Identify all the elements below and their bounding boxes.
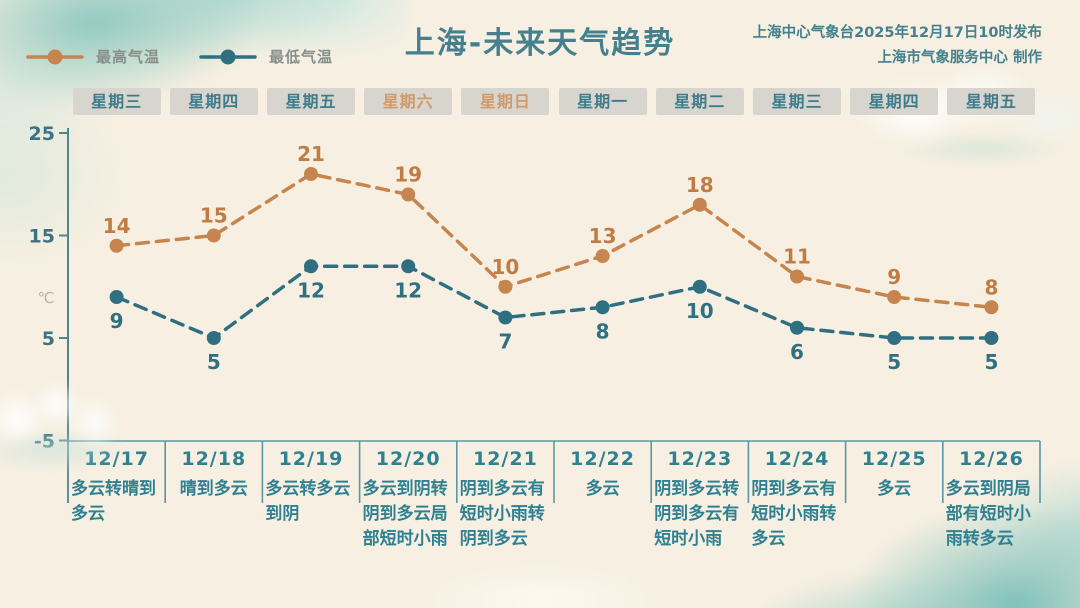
high-temp-point bbox=[984, 300, 999, 315]
high-temp-point bbox=[887, 290, 902, 304]
chart-legend: 最高气温 最低气温 bbox=[25, 46, 333, 67]
high-temp-value-label: 9 bbox=[887, 265, 901, 289]
high-temp-value-label: 14 bbox=[103, 214, 131, 238]
date-label: 12/26 bbox=[958, 448, 1024, 470]
date-label: 12/17 bbox=[84, 448, 149, 470]
low-temp-line bbox=[114, 264, 994, 340]
legend-label-high-temp: 最高气温 bbox=[96, 48, 161, 66]
weekday-header: 星期四 bbox=[850, 88, 939, 115]
high-temp-value-label: 8 bbox=[984, 275, 998, 299]
weekday-header: 星期日 bbox=[461, 88, 550, 115]
legend-item-low-temp: 最低气温 bbox=[198, 46, 333, 67]
weather-description: 多云到阴转阴到多云局部短时小雨 bbox=[362, 479, 448, 549]
weather-description: 多云转多云到阴 bbox=[265, 479, 351, 524]
date-label: 12/18 bbox=[181, 448, 247, 470]
low-temp-point bbox=[109, 290, 124, 304]
low-temp-point bbox=[887, 331, 902, 345]
high-temp-value-label: 15 bbox=[200, 204, 228, 228]
date-label: 12/19 bbox=[278, 448, 344, 470]
low-temp-point bbox=[790, 320, 804, 335]
weekday-header: 星期四 bbox=[169, 88, 258, 115]
high-temp-point bbox=[790, 269, 804, 284]
high-temp-value-label: 13 bbox=[589, 224, 617, 248]
weekday-header: 星期三 bbox=[72, 88, 161, 115]
low-temp-value-label: 6 bbox=[790, 340, 804, 364]
weather-description: 晴到多云 bbox=[179, 479, 248, 499]
legend-label-low-temp: 最低气温 bbox=[269, 48, 334, 66]
high-temp-point bbox=[109, 238, 124, 253]
weekday-header: 星期三 bbox=[753, 88, 841, 115]
high-temp-value-label: 18 bbox=[686, 173, 714, 197]
weather-description: 阴到多云有短时小雨转阴到多云 bbox=[459, 479, 545, 549]
low-temp-value-label: 5 bbox=[887, 350, 901, 374]
low-temp-point bbox=[692, 279, 707, 294]
high-temp-value-label: 10 bbox=[491, 255, 519, 279]
low-temp-value-label: 7 bbox=[498, 330, 512, 354]
weather-description: 阴到多云有短时小雨转多云 bbox=[751, 479, 837, 549]
high-temp-value-label: 11 bbox=[783, 245, 811, 269]
weekday-header: 星期六 bbox=[364, 88, 453, 115]
weather-description: 多云 bbox=[877, 479, 912, 499]
publisher-line1: 上海中心气象台2025年12月17日10时发布 bbox=[752, 25, 1042, 41]
high-temp-point bbox=[498, 279, 513, 294]
low-temp-point bbox=[206, 331, 221, 345]
weather-description: 多云 bbox=[585, 479, 620, 499]
high-temp-point bbox=[206, 228, 221, 243]
low-temp-point bbox=[304, 259, 318, 274]
low-temp-value-label: 12 bbox=[394, 278, 422, 302]
high-temp-point bbox=[595, 249, 610, 263]
y-tick-label: 5 bbox=[42, 328, 55, 350]
high-temp-point bbox=[401, 187, 416, 202]
date-label: 12/20 bbox=[375, 448, 441, 470]
low-temp-value-label: 8 bbox=[596, 319, 610, 343]
low-temp-line-dot-icon bbox=[199, 49, 257, 64]
low-temp-value-label: 5 bbox=[207, 350, 221, 374]
weather-description: 多云转晴到多云 bbox=[71, 479, 156, 524]
weekday-header: 星期二 bbox=[655, 88, 744, 115]
publisher-line2: 上海市气象服务中心 制作 bbox=[877, 50, 1042, 66]
date-label: 12/25 bbox=[861, 448, 927, 470]
y-tick-label: 15 bbox=[29, 226, 55, 248]
weekday-header: 星期五 bbox=[267, 88, 355, 115]
low-temp-point bbox=[401, 259, 416, 274]
low-temp-point bbox=[498, 310, 513, 325]
low-temp-value-label: 10 bbox=[686, 299, 714, 323]
date-label: 12/22 bbox=[570, 448, 635, 470]
weekday-header: 星期一 bbox=[558, 88, 647, 115]
date-label: 12/24 bbox=[764, 448, 830, 470]
low-temp-point bbox=[595, 300, 610, 315]
high-temp-point bbox=[692, 197, 707, 212]
low-temp-value-label: 5 bbox=[984, 350, 998, 374]
date-label: 12/23 bbox=[667, 448, 733, 470]
high-temp-line bbox=[114, 172, 994, 309]
publisher-info: 上海中心气象台2025年12月17日10时发布 上海市气象服务中心 制作 bbox=[753, 21, 1042, 71]
weather-description: 多云到阴局部有短时小雨转多云 bbox=[945, 479, 1031, 549]
low-temp-value-label: 12 bbox=[297, 278, 325, 302]
date-label: 12/21 bbox=[472, 448, 538, 470]
high-temp-value-label: 19 bbox=[394, 163, 422, 187]
page-title: 上海-未来天气趋势 bbox=[404, 26, 676, 61]
weather-description: 阴到多云转阴到多云有短时小雨 bbox=[654, 479, 740, 549]
high-temp-point bbox=[304, 167, 318, 181]
high-temp-line-dot-icon bbox=[26, 49, 84, 64]
low-temp-point bbox=[984, 331, 999, 345]
y-axis-unit-label: ℃ bbox=[38, 289, 55, 307]
low-temp-value-label: 9 bbox=[110, 309, 124, 333]
weekday-header: 星期五 bbox=[947, 88, 1036, 115]
legend-item-high-temp: 最高气温 bbox=[25, 46, 160, 67]
